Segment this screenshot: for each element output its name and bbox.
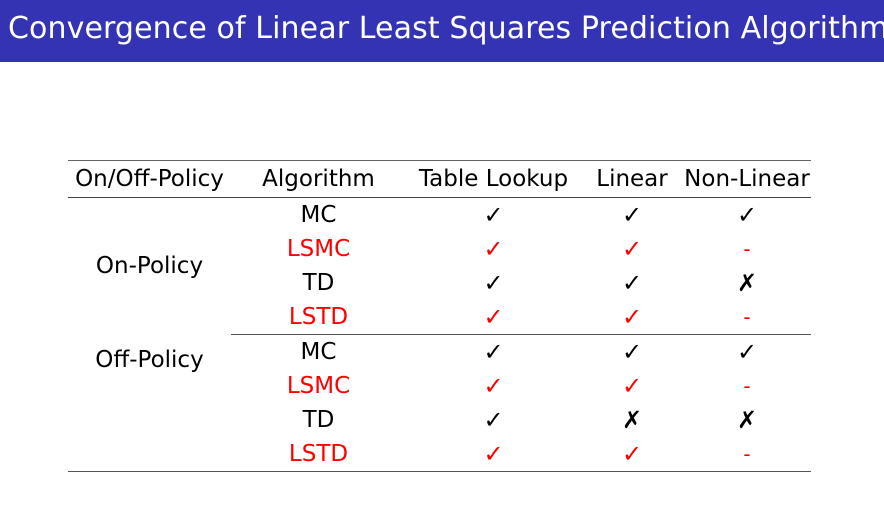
- header-row: On/Off-Policy Algorithm Table Lookup Lin…: [68, 160, 811, 198]
- header-policy: On/Off-Policy: [68, 160, 231, 198]
- linear-cell: ✓: [621, 201, 643, 229]
- slide-title: Convergence of Linear Least Squares Pred…: [8, 11, 884, 46]
- algorithm-cell: MC: [300, 339, 337, 365]
- algorithm-cell: LSMC: [286, 236, 351, 262]
- non-linear-cell: -: [683, 300, 811, 335]
- header-linear: Linear: [581, 160, 683, 198]
- linear-cell: ✓: [621, 372, 643, 400]
- table-lookup-cell: ✓: [483, 269, 504, 297]
- non-linear-cell: ✗: [736, 406, 758, 434]
- table-lookup-cell: ✓: [483, 372, 504, 400]
- algorithm-cell: LSTD: [231, 437, 406, 472]
- linear-cell: ✓: [621, 269, 643, 297]
- algorithm-cell: LSMC: [286, 373, 351, 399]
- table-row: LSTD ✓ ✓ -: [68, 300, 811, 335]
- algorithm-cell: LSTD: [231, 300, 406, 335]
- table-row: LSMC ✓ ✓ -: [68, 369, 811, 403]
- table-lookup-cell: ✓: [483, 201, 504, 229]
- table-lookup-cell: ✓: [483, 338, 504, 366]
- table-lookup-cell: ✓: [406, 437, 581, 472]
- table-row: TD ✓ ✗ ✗: [68, 403, 811, 437]
- table-lookup-cell: ✓: [406, 300, 581, 335]
- policy-label-off: Off-Policy: [68, 334, 231, 472]
- table-body: On-Policy MC ✓ ✓ ✓ LSMC ✓ ✓ - TD ✓ ✓ ✗ L…: [68, 198, 811, 472]
- linear-cell: ✓: [621, 235, 643, 263]
- non-linear-cell: -: [743, 374, 751, 398]
- header-algorithm: Algorithm: [231, 160, 406, 198]
- table-row: LSMC ✓ ✓ -: [68, 232, 811, 266]
- table-row: Off-Policy MC ✓ ✓ ✓: [68, 334, 811, 472]
- table-row: LSTD ✓ ✓ -: [68, 437, 811, 472]
- non-linear-cell: -: [683, 437, 811, 472]
- non-linear-cell: ✗: [736, 269, 758, 297]
- table-row: On-Policy MC ✓ ✓ ✓: [68, 198, 811, 279]
- linear-cell: ✓: [581, 300, 683, 335]
- header-non-linear: Non-Linear: [683, 160, 811, 198]
- non-linear-cell: ✓: [736, 201, 758, 229]
- table-lookup-cell: ✓: [483, 235, 504, 263]
- non-linear-cell: ✓: [736, 338, 758, 366]
- algorithm-cell: TD: [302, 407, 335, 433]
- algorithm-cell: MC: [300, 202, 337, 228]
- table-lookup-cell: ✓: [483, 406, 504, 434]
- header-table-lookup: Table Lookup: [406, 160, 581, 198]
- policy-label-on: On-Policy: [95, 253, 204, 280]
- convergence-table: On/Off-Policy Algorithm Table Lookup Lin…: [68, 160, 811, 472]
- linear-cell: ✗: [621, 406, 643, 434]
- linear-cell: ✓: [581, 437, 683, 472]
- algorithm-cell: TD: [302, 270, 335, 296]
- linear-cell: ✓: [621, 338, 643, 366]
- table-row: TD ✓ ✓ ✗: [68, 266, 811, 300]
- non-linear-cell: -: [743, 237, 751, 261]
- title-bar: Convergence of Linear Least Squares Pred…: [0, 0, 884, 62]
